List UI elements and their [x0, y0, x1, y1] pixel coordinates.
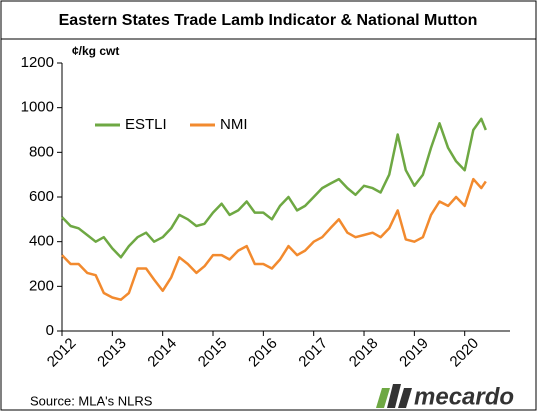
legend-label: NMI	[220, 116, 248, 133]
y-tick-label: 0	[46, 322, 54, 339]
chart-title: Eastern States Trade Lamb Indicator & Na…	[59, 12, 478, 29]
y-tick-label: 200	[29, 277, 54, 294]
y-axis-label: ¢/kg cwt	[72, 44, 119, 58]
logo-icon	[376, 384, 412, 408]
y-tick-label: 1200	[21, 54, 54, 71]
y-tick-label: 600	[29, 188, 54, 205]
y-tick-label: 1000	[21, 99, 54, 116]
y-tick-label: 400	[29, 233, 54, 250]
line-series	[61, 177, 487, 301]
title-box	[0, 0, 537, 40]
legend-label: ESTLI	[125, 116, 167, 133]
logo: mecardo	[414, 383, 514, 410]
y-tick-label: 800	[29, 143, 54, 160]
source: Source: MLA's NLRS	[30, 393, 153, 408]
line-series	[61, 117, 487, 259]
